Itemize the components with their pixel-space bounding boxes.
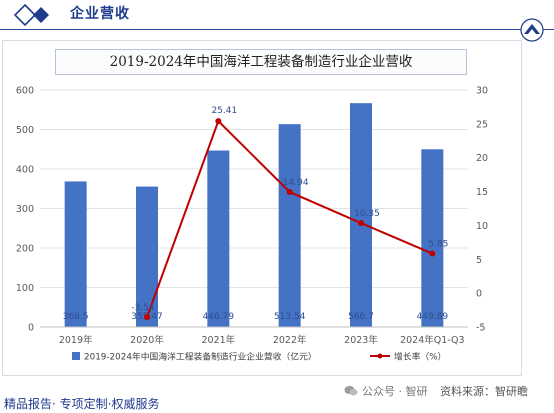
growth-value-label: 14.94 (283, 178, 309, 188)
growth-point (215, 118, 222, 125)
y-right-tick-label: 25 (476, 119, 488, 130)
growth-point (358, 220, 364, 227)
x-tick-label: 2023年 (344, 334, 378, 346)
footer-slogan: 精品报告· 专项定制·权威服务 (4, 397, 160, 411)
bar (136, 186, 158, 327)
x-tick-label: 2022年 (273, 334, 307, 346)
y-left-tick-label: 500 (16, 125, 34, 136)
x-tick-label: 2021年 (201, 334, 235, 346)
bar-value-label: 446.79 (203, 312, 235, 322)
footer-source: 资料来源：智研瞻 (440, 385, 528, 398)
footer-band (0, 392, 554, 413)
y-right-tick-label: 10 (476, 221, 488, 232)
page-title: 企业营收 (70, 6, 130, 22)
y-left-tick-label: 600 (16, 86, 34, 97)
growth-point (286, 188, 293, 195)
growth-point (144, 314, 150, 321)
footer-wechat: 公众号 · 智研 (344, 383, 428, 399)
y-right-tick-label: -5 (476, 323, 485, 334)
x-tick-label: 2020年 (130, 334, 164, 346)
growth-point (429, 250, 436, 257)
legend-bar-label: 2019-2024年中国海洋工程装备制造行业企业营收（亿元） (84, 351, 317, 363)
brand-logo-icon (520, 18, 544, 42)
diamond-logo-icon (14, 4, 49, 26)
y-left-tick-label: 100 (16, 283, 34, 294)
header-divider (0, 29, 554, 30)
x-tick-label: 2019年 (59, 334, 93, 346)
header-bar: 企业营收 (0, 0, 554, 30)
y-right-tick-label: 5 (476, 255, 482, 266)
y-left-tick-label: 0 (28, 323, 34, 334)
chart-title: 2019-2024年中国海洋工程装备制造行业企业营收 (55, 49, 467, 75)
y-left-tick-label: 300 (16, 204, 34, 215)
y-left-tick-label: 400 (16, 165, 34, 176)
growth-value-label: -3.54 (131, 303, 155, 313)
bar-value-label: 566.7 (348, 312, 374, 322)
y-right-tick-label: 20 (476, 153, 488, 164)
wechat-icon (344, 386, 358, 396)
bar (421, 149, 444, 327)
bar-value-label: 368.5 (63, 312, 89, 322)
bar (64, 181, 87, 327)
bar-value-label: 449.89 (417, 312, 449, 322)
legend-line-marker (377, 353, 383, 359)
y-right-tick-label: 0 (476, 289, 482, 300)
growth-value-label: 5.85 (428, 240, 448, 250)
legend-bar-swatch (72, 352, 80, 360)
y-right-tick-label: 15 (476, 187, 488, 198)
wechat-label: 公众号 · 智研 (362, 385, 428, 398)
x-tick-label: 2024年Q1-Q3 (400, 334, 465, 346)
y-right-tick-label: 30 (476, 86, 488, 97)
legend-line-label: 增长率（%） (394, 351, 446, 363)
bar (278, 124, 301, 327)
bar-value-label: 513.54 (274, 312, 306, 322)
bar (350, 103, 372, 327)
y-left-tick-label: 200 (16, 244, 34, 255)
bar (207, 150, 230, 327)
growth-value-label: 10.35 (354, 209, 380, 219)
growth-value-label: 25.41 (211, 106, 237, 116)
